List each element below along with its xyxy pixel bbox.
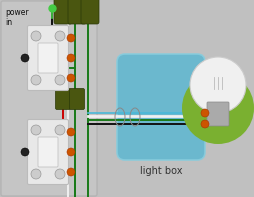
Circle shape [21, 54, 29, 62]
FancyBboxPatch shape [55, 88, 70, 110]
FancyBboxPatch shape [54, 0, 72, 24]
FancyBboxPatch shape [206, 102, 228, 126]
Circle shape [31, 75, 41, 85]
Circle shape [55, 75, 65, 85]
Circle shape [200, 120, 208, 128]
FancyBboxPatch shape [27, 25, 68, 90]
Circle shape [55, 125, 65, 135]
Text: power
in: power in [5, 8, 28, 27]
FancyBboxPatch shape [38, 43, 58, 73]
FancyBboxPatch shape [117, 54, 204, 160]
Circle shape [67, 128, 75, 136]
FancyBboxPatch shape [81, 0, 99, 24]
Circle shape [200, 109, 208, 117]
FancyBboxPatch shape [1, 1, 97, 196]
Circle shape [31, 169, 41, 179]
Circle shape [21, 148, 29, 156]
Circle shape [67, 54, 75, 62]
Circle shape [55, 169, 65, 179]
Circle shape [31, 125, 41, 135]
FancyBboxPatch shape [68, 0, 86, 24]
Circle shape [67, 74, 75, 82]
FancyBboxPatch shape [27, 120, 68, 185]
Circle shape [67, 148, 75, 156]
Circle shape [67, 34, 75, 42]
Circle shape [181, 72, 253, 144]
Circle shape [55, 31, 65, 41]
FancyBboxPatch shape [69, 88, 84, 110]
Circle shape [67, 168, 75, 176]
Circle shape [31, 31, 41, 41]
FancyBboxPatch shape [38, 137, 58, 167]
Circle shape [189, 57, 245, 113]
Text: light box: light box [139, 166, 182, 176]
